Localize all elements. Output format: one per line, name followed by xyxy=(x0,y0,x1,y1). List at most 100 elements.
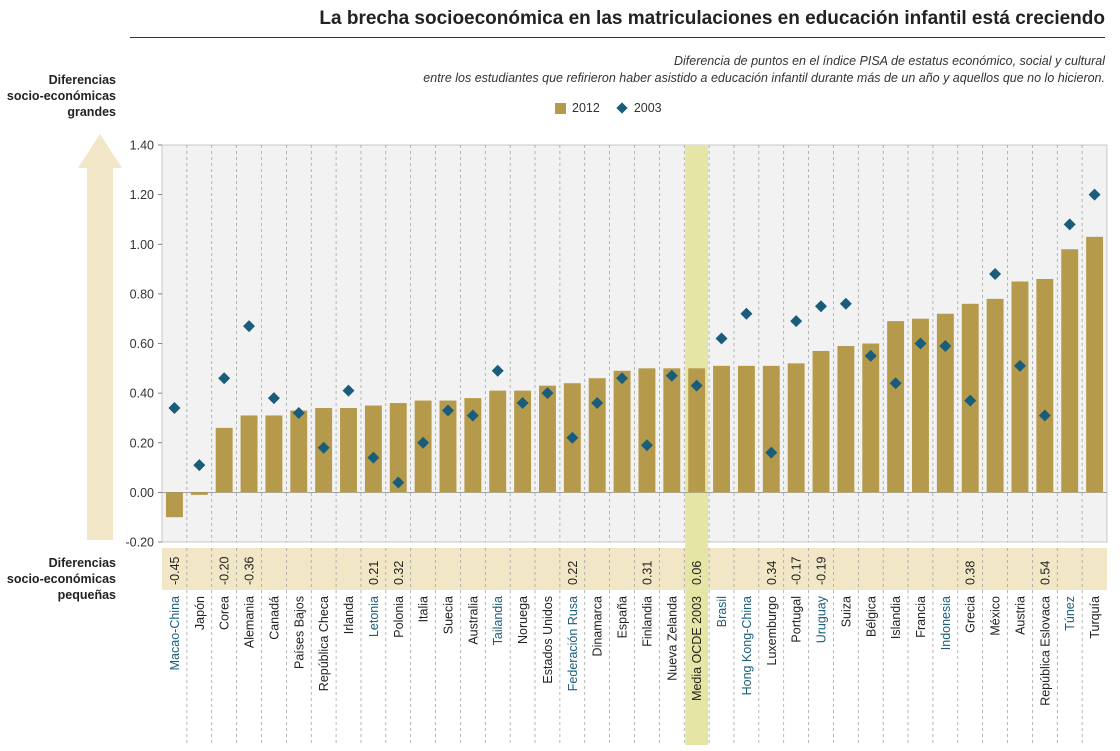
bar-2012 xyxy=(638,368,656,493)
point-2003 xyxy=(989,268,1002,281)
point-2003 xyxy=(317,441,330,454)
difference-label: 0.38 xyxy=(964,561,978,585)
bar-2012 xyxy=(663,368,681,493)
difference-label: -0.45 xyxy=(168,556,182,585)
point-2003 xyxy=(1038,409,1051,422)
point-2003 xyxy=(193,459,206,472)
chart-title: La brecha socioeconómica en las matricul… xyxy=(319,8,1105,29)
category-label: Japón xyxy=(193,596,207,630)
point-2003 xyxy=(889,377,902,390)
bar-2012 xyxy=(912,318,929,493)
bar-2012 xyxy=(986,298,1004,493)
small-differences-label: Diferencias socio-económicas pequeñas xyxy=(0,555,116,603)
category-label: Noruega xyxy=(516,596,530,644)
difference-label: 0.54 xyxy=(1038,561,1052,585)
title-rule xyxy=(130,37,1105,38)
category-label: Grecia xyxy=(964,596,978,633)
small-differences-line-2: socio-económicas xyxy=(6,572,116,586)
point-2003 xyxy=(839,297,852,310)
point-2003 xyxy=(466,409,479,422)
y-tick-label: 1.00 xyxy=(130,238,154,252)
difference-label: 0.22 xyxy=(566,561,580,585)
legend: 2012 2003 xyxy=(555,101,662,115)
point-2003 xyxy=(491,364,504,377)
point-2003 xyxy=(964,394,977,407)
large-differences-line-1: Diferencias xyxy=(48,73,116,87)
category-label: Tailandia xyxy=(491,596,505,645)
point-2003 xyxy=(765,446,778,459)
large-differences-label: Diferencias socio-económicas grandes xyxy=(0,72,116,120)
y-tick-label: 0.80 xyxy=(130,287,154,301)
bar-2012 xyxy=(1036,278,1054,493)
point-2003 xyxy=(690,379,703,392)
bar-2012 xyxy=(588,378,606,493)
point-2003 xyxy=(417,436,430,449)
category-label: Bélgica xyxy=(864,596,878,637)
difference-label: -0.20 xyxy=(218,556,232,585)
y-tick-label: -0.20 xyxy=(126,536,155,550)
category-label: Países Bajos xyxy=(292,596,306,669)
category-label: Austria xyxy=(1013,596,1027,635)
point-2003 xyxy=(914,337,927,350)
category-label: Dinamarca xyxy=(591,596,605,656)
point-2003 xyxy=(243,320,256,333)
category-label: Polonia xyxy=(392,596,406,638)
small-differences-line-3: pequeñas xyxy=(57,588,116,602)
point-2003 xyxy=(740,307,753,320)
bar-2012 xyxy=(737,365,755,493)
category-label: Islandia xyxy=(889,596,903,639)
subtitle-line-1: Diferencia de puntos en el índice PISA d… xyxy=(673,54,1105,68)
bar-2012 xyxy=(812,350,830,493)
small-differences-line-1: Diferencias xyxy=(48,556,116,570)
legend-2012-swatch xyxy=(555,102,566,114)
category-label: República Checa xyxy=(317,596,331,691)
y-tick-label: 0.00 xyxy=(130,486,154,500)
category-label: Alemania xyxy=(243,596,257,648)
y-tick-label: 0.20 xyxy=(130,436,154,450)
point-2003 xyxy=(541,387,554,400)
category-label: Australia xyxy=(466,596,480,645)
category-label: Francia xyxy=(914,596,928,638)
difference-label: 0.31 xyxy=(640,561,654,585)
point-2003 xyxy=(516,397,529,410)
category-label: Luxemburgo xyxy=(765,596,779,666)
category-label: Federación Rusa xyxy=(566,596,580,691)
bar-2012 xyxy=(1086,236,1104,493)
category-label: México xyxy=(989,596,1003,636)
bar-2012 xyxy=(240,415,258,493)
point-2003 xyxy=(591,397,604,410)
point-2003 xyxy=(1088,188,1101,201)
y-tick-label: 1.20 xyxy=(130,188,154,202)
y-tick-label: 0.40 xyxy=(130,387,154,401)
point-2003 xyxy=(566,431,579,444)
vertical-arrow xyxy=(78,134,122,540)
bar-2012 xyxy=(340,408,357,493)
point-2003 xyxy=(815,300,828,313)
y-tick-label: 1.40 xyxy=(130,139,154,153)
category-label: Brasil xyxy=(715,596,729,627)
bar-2012 xyxy=(887,321,905,493)
difference-label: 0.34 xyxy=(765,561,779,585)
category-label: Suiza xyxy=(839,596,853,627)
subtitle-line-2: entre los estudiantes que refirieron hab… xyxy=(423,71,1105,85)
point-2003 xyxy=(367,451,380,464)
category-label: Suecia xyxy=(441,596,455,634)
y-tick-label: 0.60 xyxy=(130,337,154,351)
bar-2012 xyxy=(539,385,556,493)
bar-2012 xyxy=(713,365,730,493)
category-label: Túnez xyxy=(1063,596,1077,631)
bar-2012 xyxy=(1061,249,1079,493)
category-label: Media OCDE 2003 xyxy=(690,596,704,701)
bar-2012 xyxy=(514,390,532,493)
bar-2012 xyxy=(837,345,855,493)
point-2003 xyxy=(342,384,355,397)
category-label: República Eslovaca xyxy=(1038,596,1052,706)
legend-2003-label: 2003 xyxy=(633,101,662,115)
point-2003 xyxy=(640,439,653,452)
bar-2012 xyxy=(389,403,407,493)
point-2003 xyxy=(1013,359,1026,372)
difference-label: 0.21 xyxy=(367,561,381,585)
bar-2012 xyxy=(688,368,706,493)
point-2003 xyxy=(939,339,952,352)
bar-2012 xyxy=(215,427,233,493)
